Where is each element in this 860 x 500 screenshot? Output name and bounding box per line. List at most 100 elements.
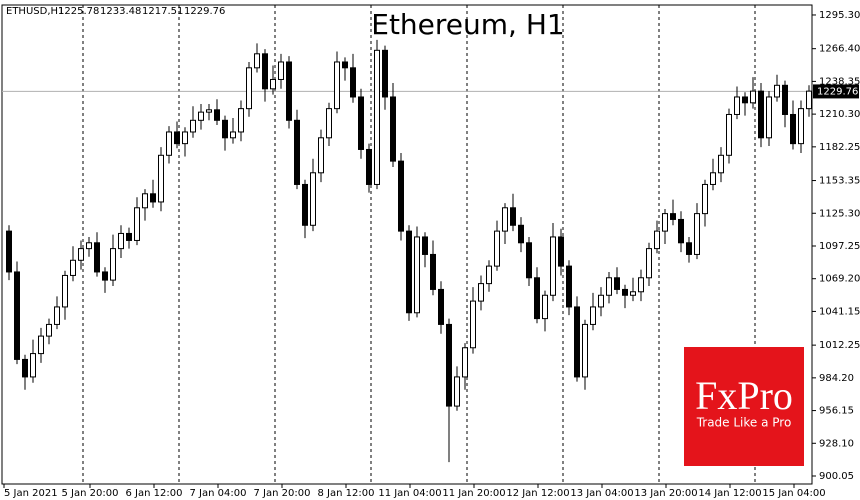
candle-body xyxy=(350,67,356,98)
x-tick-label: 12 Jan 12:00 xyxy=(506,488,569,499)
x-tick-label: 5 Jan 2021 xyxy=(4,488,58,499)
logo-name: FxPro xyxy=(695,373,793,418)
candle-body xyxy=(318,137,324,174)
plot-frame xyxy=(1,4,813,485)
candle-body xyxy=(262,53,268,90)
candle-body xyxy=(558,236,564,267)
y-tick-label: 1295.30 xyxy=(819,10,860,21)
candle-body xyxy=(446,323,452,407)
candle-body xyxy=(462,347,468,378)
candle-body xyxy=(174,131,180,145)
candle-body xyxy=(806,90,812,110)
candle-body xyxy=(398,160,404,232)
candle-body xyxy=(238,108,244,133)
candle-body xyxy=(582,323,588,378)
candle-body xyxy=(774,84,780,98)
candle-body xyxy=(782,84,788,115)
candle-body xyxy=(382,49,388,98)
candle-body xyxy=(790,113,796,145)
candle-body xyxy=(6,230,12,273)
y-tick-label: 900.05 xyxy=(819,471,854,482)
logo-tagline: Trade Like a Pro xyxy=(696,416,792,430)
candle-body xyxy=(14,271,20,360)
candle-body xyxy=(494,230,500,267)
y-tick-label: 1041.15 xyxy=(819,306,860,317)
candle-body xyxy=(702,183,708,215)
candle-body xyxy=(166,131,172,156)
candle-body xyxy=(134,207,140,241)
candle-body xyxy=(646,248,652,279)
y-tick-label: 1012.25 xyxy=(819,340,860,351)
candle-body xyxy=(270,78,276,90)
candle-body xyxy=(758,90,764,139)
x-tick-label: 7 Jan 20:00 xyxy=(254,488,311,499)
y-tick-label: 1125.30 xyxy=(819,208,860,219)
candle-body xyxy=(742,96,748,104)
candle-body xyxy=(70,259,76,276)
candle-body xyxy=(750,90,756,104)
x-tick-label: 13 Jan 04:00 xyxy=(570,488,633,499)
candle-body xyxy=(94,242,100,273)
x-tick-label: 5 Jan 20:00 xyxy=(62,488,119,499)
candle-body xyxy=(454,376,460,407)
candle-body xyxy=(422,236,428,255)
candle-body xyxy=(22,358,28,378)
x-tick-label: 13 Jan 20:00 xyxy=(634,488,697,499)
candle-body xyxy=(326,108,332,139)
x-tick-label: 6 Jan 12:00 xyxy=(126,488,183,499)
candle-body xyxy=(502,207,508,232)
candle-body xyxy=(342,61,348,69)
y-tick-label: 1153.35 xyxy=(819,176,860,187)
candle-body xyxy=(46,323,52,337)
candle-body xyxy=(670,213,676,220)
candle-body xyxy=(550,236,556,296)
candle-body xyxy=(486,265,492,285)
candle-body xyxy=(142,193,148,209)
candle-body xyxy=(710,172,716,185)
current-price-label: 1229.76 xyxy=(817,86,858,97)
candle-body xyxy=(230,131,236,139)
candle-body xyxy=(374,49,380,185)
logo-box xyxy=(684,347,804,466)
x-tick-label: 7 Jan 04:00 xyxy=(190,488,247,499)
candle-body xyxy=(302,183,308,226)
candle-body xyxy=(246,67,252,110)
y-tick-label: 956.15 xyxy=(819,406,854,417)
header-value: 1217.51 xyxy=(142,6,183,17)
x-tick-label: 14 Jan 12:00 xyxy=(698,488,761,499)
candle-body xyxy=(366,148,372,185)
candle-body xyxy=(798,108,804,145)
candle-body xyxy=(518,224,524,244)
candle-body xyxy=(638,277,644,293)
y-tick-label: 1266.40 xyxy=(819,44,860,55)
candle-body xyxy=(38,335,44,355)
y-tick-label: 984.20 xyxy=(819,373,854,384)
x-tick-label: 8 Jan 12:00 xyxy=(318,488,375,499)
x-tick-label: 11 Jan 04:00 xyxy=(378,488,441,499)
candle-body xyxy=(198,111,204,121)
y-tick-label: 1182.25 xyxy=(819,142,860,153)
candle-body xyxy=(662,213,668,232)
candle-body xyxy=(30,353,36,378)
candle-body xyxy=(190,119,196,133)
y-tick-label: 1069.20 xyxy=(819,274,860,285)
candle-body xyxy=(430,253,436,290)
candle-body xyxy=(118,232,124,250)
candle-body xyxy=(622,288,628,296)
candle-body xyxy=(510,207,516,226)
symbol: ETHUSD,H1 xyxy=(6,6,64,17)
candle-body xyxy=(358,96,364,150)
header-value: 1225.78 xyxy=(58,6,99,17)
chart-title: Ethereum, H1 xyxy=(371,8,564,41)
candle-body xyxy=(182,131,188,145)
candle-body xyxy=(406,230,412,314)
candle-body xyxy=(126,232,132,241)
candle-body xyxy=(574,306,580,378)
candle-body xyxy=(478,283,484,302)
candle-body xyxy=(726,113,732,156)
candle-body xyxy=(542,294,548,320)
candle-body xyxy=(334,61,340,110)
candle-body xyxy=(390,96,396,162)
candle-body xyxy=(654,230,660,250)
